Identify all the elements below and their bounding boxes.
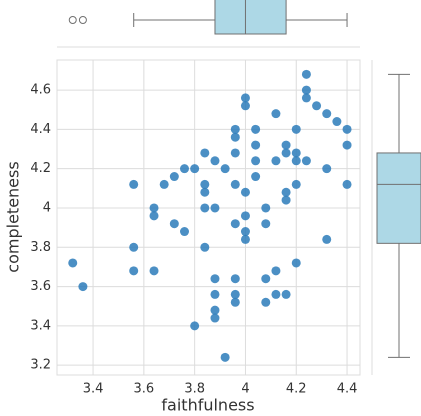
point — [78, 282, 88, 292]
point — [301, 93, 311, 103]
point — [342, 140, 352, 150]
y-tick-label: 4.4 — [30, 122, 51, 137]
point — [271, 289, 281, 299]
point — [271, 109, 281, 119]
box — [214, 0, 287, 35]
point — [210, 156, 220, 166]
y-tick-label: 4 — [43, 200, 51, 215]
point — [179, 164, 189, 174]
point — [332, 117, 342, 127]
point — [251, 156, 261, 166]
point — [169, 172, 179, 182]
outlier — [68, 16, 77, 24]
y-tick-label: 4.2 — [30, 161, 51, 176]
point — [230, 179, 240, 189]
y-axis-title: completeness — [4, 161, 23, 272]
y-tick-label: 4.6 — [30, 83, 51, 98]
point — [129, 179, 139, 189]
point — [301, 85, 311, 95]
outlier — [78, 16, 87, 24]
point — [291, 258, 301, 268]
point — [200, 203, 210, 213]
y-tick-label: 3.2 — [30, 358, 51, 373]
x-tick-label: 3.4 — [83, 382, 104, 397]
point — [159, 179, 169, 189]
point — [190, 164, 200, 174]
point — [251, 140, 261, 150]
point — [281, 187, 291, 197]
point — [322, 109, 332, 119]
plot-frame — [56, 59, 361, 376]
point — [261, 297, 271, 307]
point — [322, 234, 332, 244]
point — [68, 258, 78, 268]
x-axis-title: faithfulness — [161, 396, 254, 415]
y-tick-label: 3.6 — [30, 279, 51, 294]
point — [322, 164, 332, 174]
x-tick-label: 3.6 — [134, 382, 155, 397]
point — [200, 148, 210, 158]
point — [149, 203, 159, 213]
point — [230, 297, 240, 307]
point — [210, 203, 220, 213]
y-tick-label: 3.8 — [30, 240, 51, 255]
point — [261, 274, 271, 284]
point — [301, 156, 311, 166]
point — [200, 187, 210, 197]
point — [240, 227, 250, 237]
box — [376, 152, 421, 244]
point — [230, 219, 240, 229]
point — [179, 227, 189, 237]
point — [129, 242, 139, 252]
point — [200, 242, 210, 252]
point — [230, 274, 240, 284]
x-tick-label: 4 — [241, 382, 249, 397]
point — [271, 266, 281, 276]
point — [342, 124, 352, 134]
point — [240, 93, 250, 103]
point — [149, 211, 159, 221]
point — [220, 164, 230, 174]
point — [251, 172, 261, 182]
point — [169, 219, 179, 229]
point — [261, 219, 271, 229]
point — [281, 289, 291, 299]
x-tick-label: 3.8 — [184, 382, 205, 397]
point — [312, 101, 322, 111]
x-tick-label: 4.4 — [337, 382, 358, 397]
point — [129, 266, 139, 276]
point — [261, 203, 271, 213]
point — [291, 124, 301, 134]
point — [230, 124, 240, 134]
point — [240, 101, 250, 111]
point — [291, 148, 301, 158]
point — [149, 266, 159, 276]
point — [210, 313, 220, 323]
point — [210, 305, 220, 315]
point — [291, 156, 301, 166]
point — [230, 148, 240, 158]
point — [281, 148, 291, 158]
point — [230, 132, 240, 142]
point — [200, 179, 210, 189]
point — [271, 156, 281, 166]
point — [210, 274, 220, 284]
point — [342, 179, 352, 189]
x-tick-label: 4.2 — [286, 382, 307, 397]
y-tick-label: 3.4 — [30, 318, 51, 333]
point — [281, 140, 291, 150]
point — [190, 321, 200, 331]
point — [210, 289, 220, 299]
point — [240, 211, 250, 221]
point — [301, 69, 311, 79]
point — [251, 124, 261, 134]
point — [291, 179, 301, 189]
point — [230, 289, 240, 299]
point — [281, 195, 291, 205]
point — [240, 187, 250, 197]
point — [220, 352, 230, 362]
point — [240, 234, 250, 244]
